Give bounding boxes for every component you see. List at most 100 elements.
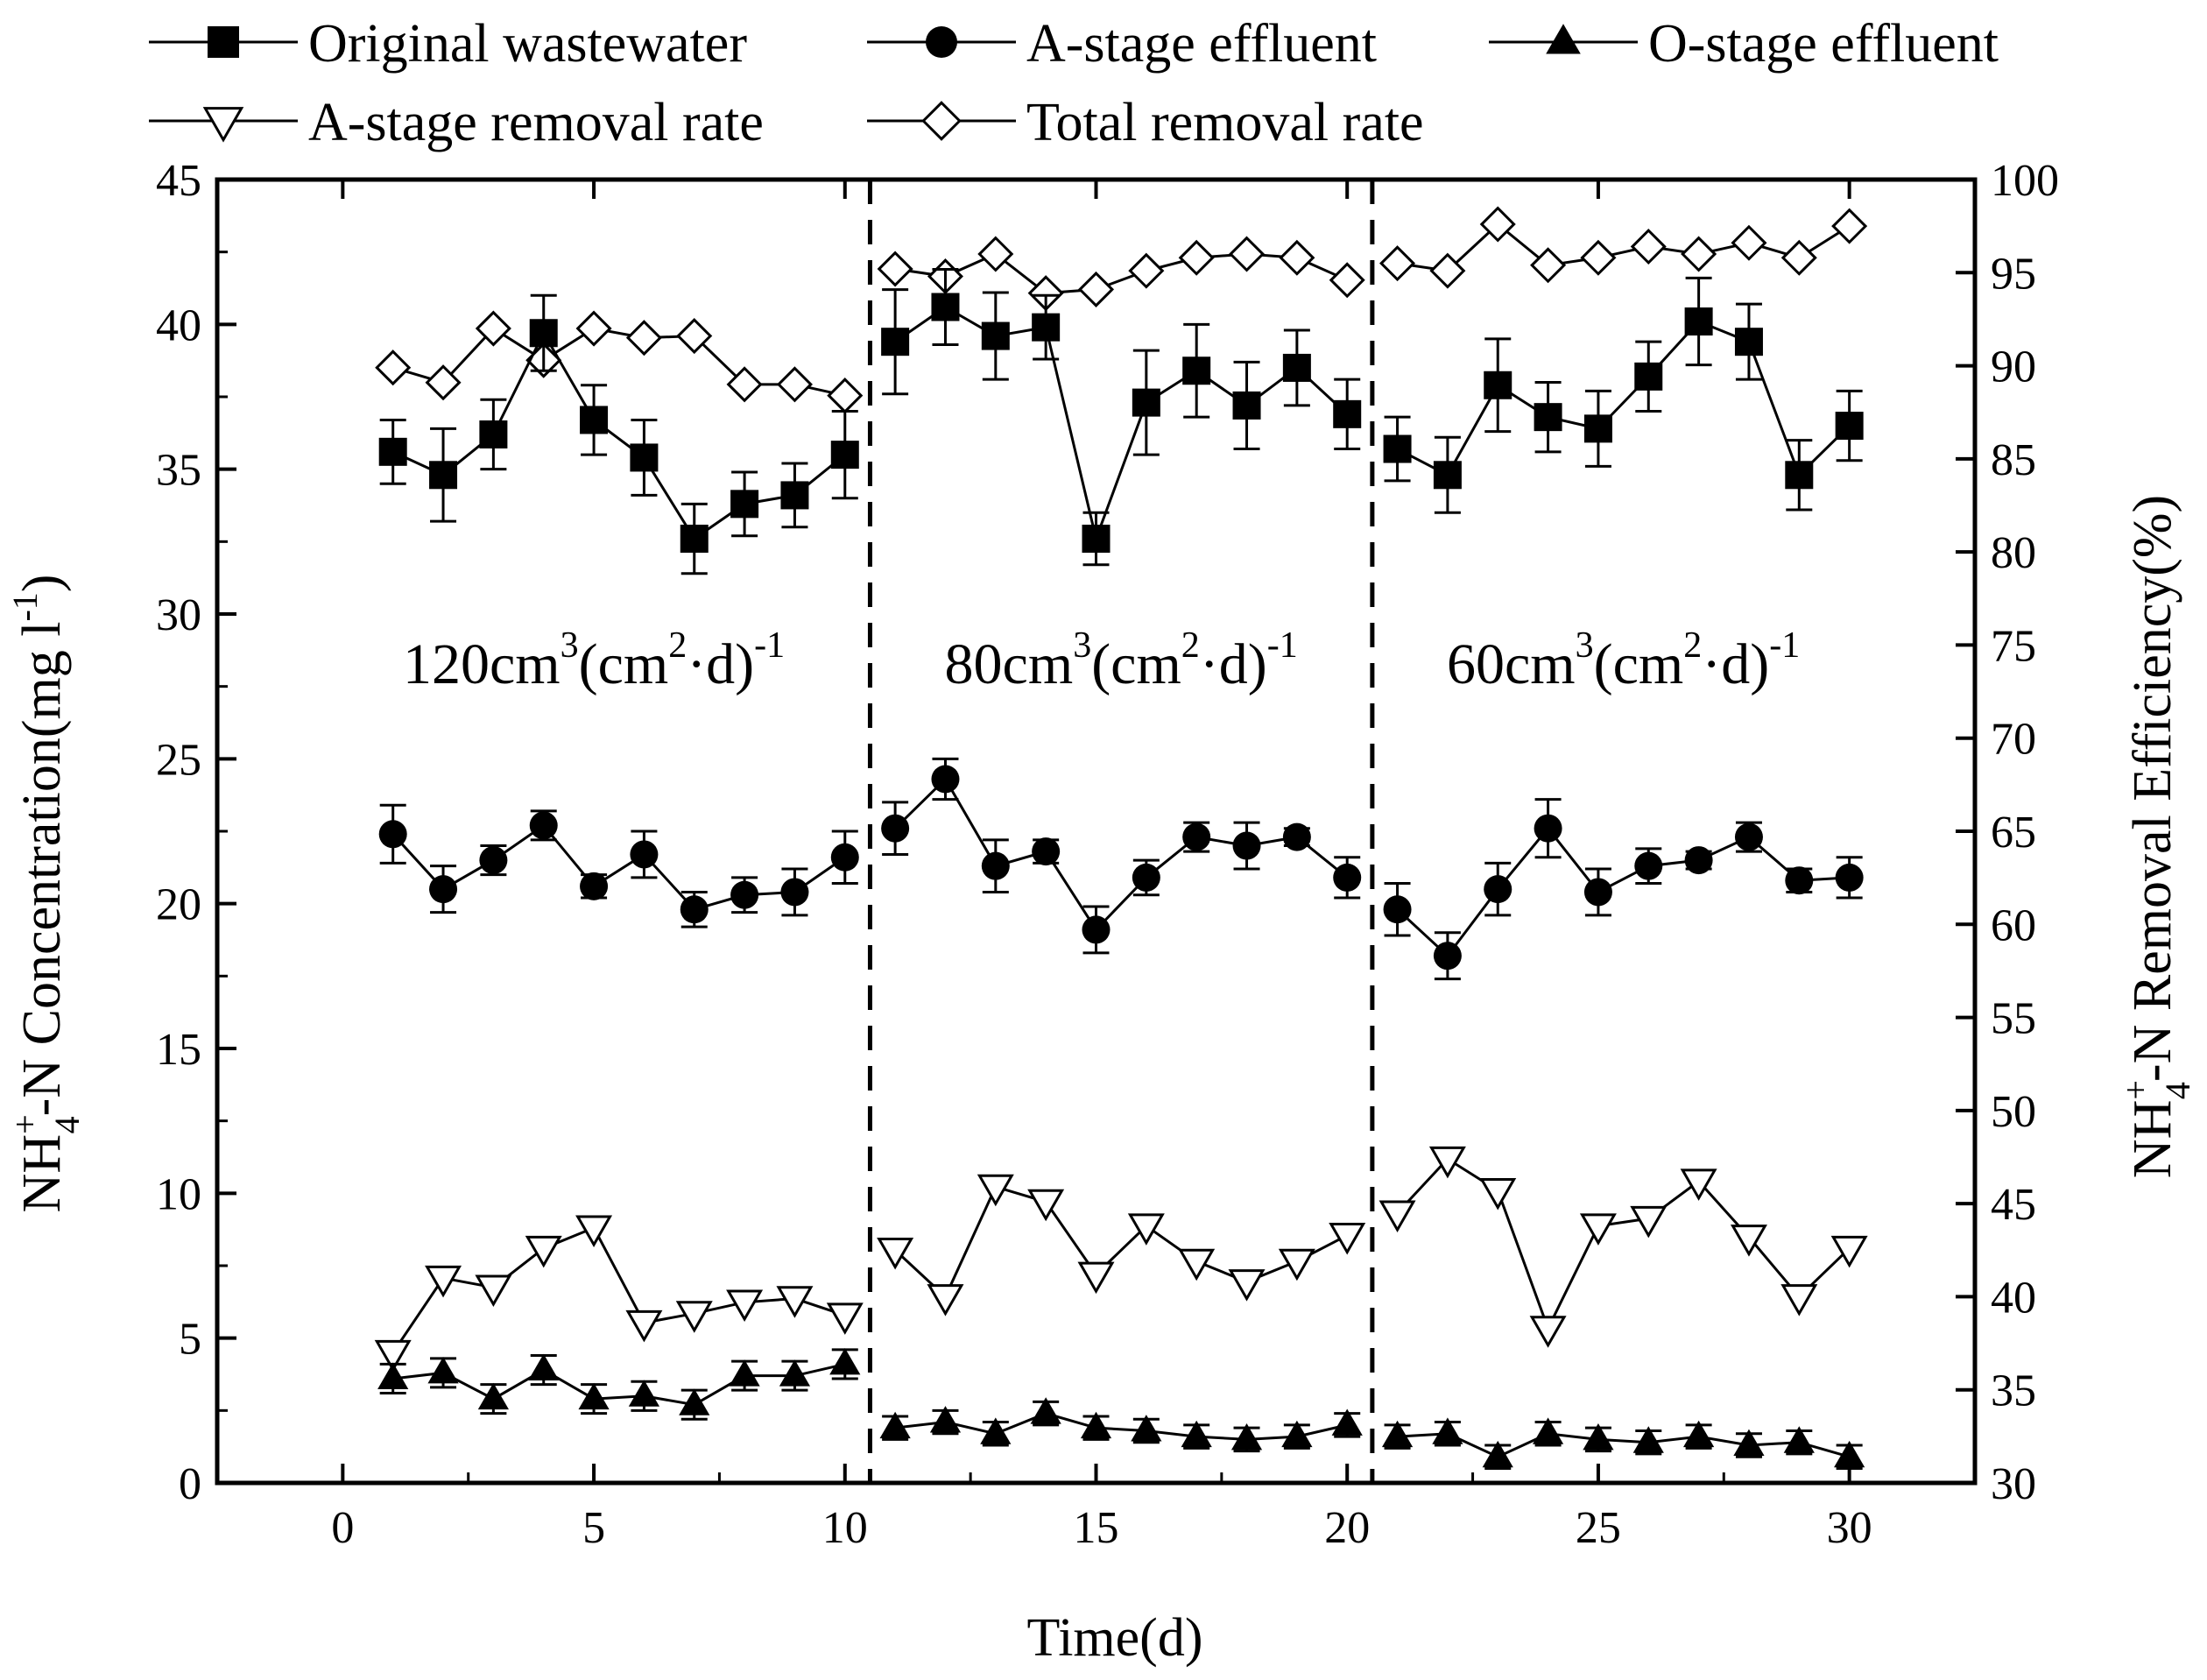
data-point [528,1353,560,1381]
data-point [1182,822,1211,851]
y2-tick-label: 95 [1991,249,2036,299]
data-point [830,843,859,872]
data-point [1479,206,1516,243]
y2-tick-label: 60 [1991,900,2036,950]
data-point [881,814,910,843]
data-point [981,321,1010,350]
region-label-part: ·d) [1200,632,1267,696]
data-point [1082,525,1111,554]
data-point [931,293,960,321]
data-point [1785,461,1814,490]
data-point [578,1382,610,1410]
data-point [1379,245,1416,282]
data-point [1683,1420,1715,1448]
region-label-part: (cm [1594,632,1684,696]
data-point [429,875,458,904]
y-axis-left: 0 5 10 15 20 25 30 35 40 45 [156,156,236,1509]
data-point [575,310,612,347]
data-point [729,1359,760,1387]
data-point [779,1359,811,1387]
data-point [630,443,659,472]
region-label-part: 3 [1073,625,1091,666]
data-point [977,236,1014,272]
y2-tick-label: 50 [1991,1087,2036,1137]
y-title-sub: 4 [47,1116,87,1133]
data-point [780,878,809,907]
data-point [826,1302,864,1335]
series-line-segment [392,330,846,541]
data-point [776,1286,814,1318]
x-axis: 0 5 10 15 20 25 30 [331,180,1872,1553]
y-tick-label: 45 [156,156,201,206]
data-point [1178,239,1215,276]
y2-tick-label: 55 [1991,994,2036,1044]
data-point [827,378,864,414]
data-point [881,328,910,356]
data-point [425,364,462,401]
y-tick-label: 20 [156,880,201,930]
region-label-part: 60cm [1447,632,1576,696]
data-point [1630,229,1667,265]
data-point [1835,863,1864,892]
region-label-part: 120cm [403,632,561,696]
data-point [1032,313,1061,342]
region-label-1: 120cm3(cm2·d)-1 [403,625,785,696]
region-label-part: (cm [579,632,669,696]
data-point [1479,1177,1517,1211]
data-point [1583,414,1612,443]
data-point [1181,1420,1212,1448]
data-point [1731,224,1767,261]
data-point [1583,1423,1614,1451]
y-tick-label: 40 [156,300,201,350]
data-point [1333,863,1362,892]
data-point [529,811,558,840]
data-point [981,851,1010,880]
data-point [1182,356,1211,385]
data-point [1080,1411,1112,1439]
series-line-segment [392,327,846,398]
data-point [1428,1146,1466,1179]
data-point [1534,814,1562,843]
series-line-segment [391,823,846,911]
legend-marker [921,101,962,141]
data-point [1131,1415,1162,1442]
data-point [929,1406,962,1433]
region-label-part: 80cm [945,632,1074,696]
region-label-part: -1 [1267,625,1298,666]
region-label-part: -1 [1769,625,1800,666]
data-point [374,1339,412,1373]
y2-tick-label: 30 [1991,1459,2036,1509]
legend-item-original-wastewater: Original wastewater [149,14,747,74]
y-tick-label: 15 [156,1025,201,1075]
series-line-segment [1397,222,1851,272]
data-point [375,349,412,386]
data-point [877,251,913,287]
y-title-close: ) [12,575,72,593]
data-point [378,820,407,849]
y-title-exp: -1 [5,592,45,621]
region-label-2: 80cm3(cm2·d)-1 [945,625,1298,696]
data-point [1027,1189,1065,1222]
series-line-segment [392,1362,846,1407]
data-point [879,1411,911,1439]
y2-tick-label: 100 [1991,156,2059,206]
data-point [625,1309,663,1343]
data-point [1132,388,1160,417]
data-point [479,420,508,448]
legend-item-o-stage-effluent: O-stage effluent [1489,14,1999,74]
x-tick-label: 25 [1576,1503,1621,1553]
region-label-part: ·d) [1702,632,1769,696]
data-point [1482,1440,1513,1468]
data-point [1830,1235,1868,1268]
data-point [625,320,662,356]
data-point [927,1284,964,1316]
data-point [575,1215,613,1247]
data-point [1734,328,1763,356]
y-tick-label: 35 [156,446,201,496]
legend-marker [1546,24,1581,54]
data-point [378,437,407,466]
data-point [1783,1426,1815,1453]
legend-label: A-stage effluent [1026,14,1377,74]
data-point [425,1265,462,1298]
y-title-sup: + [5,1114,45,1134]
